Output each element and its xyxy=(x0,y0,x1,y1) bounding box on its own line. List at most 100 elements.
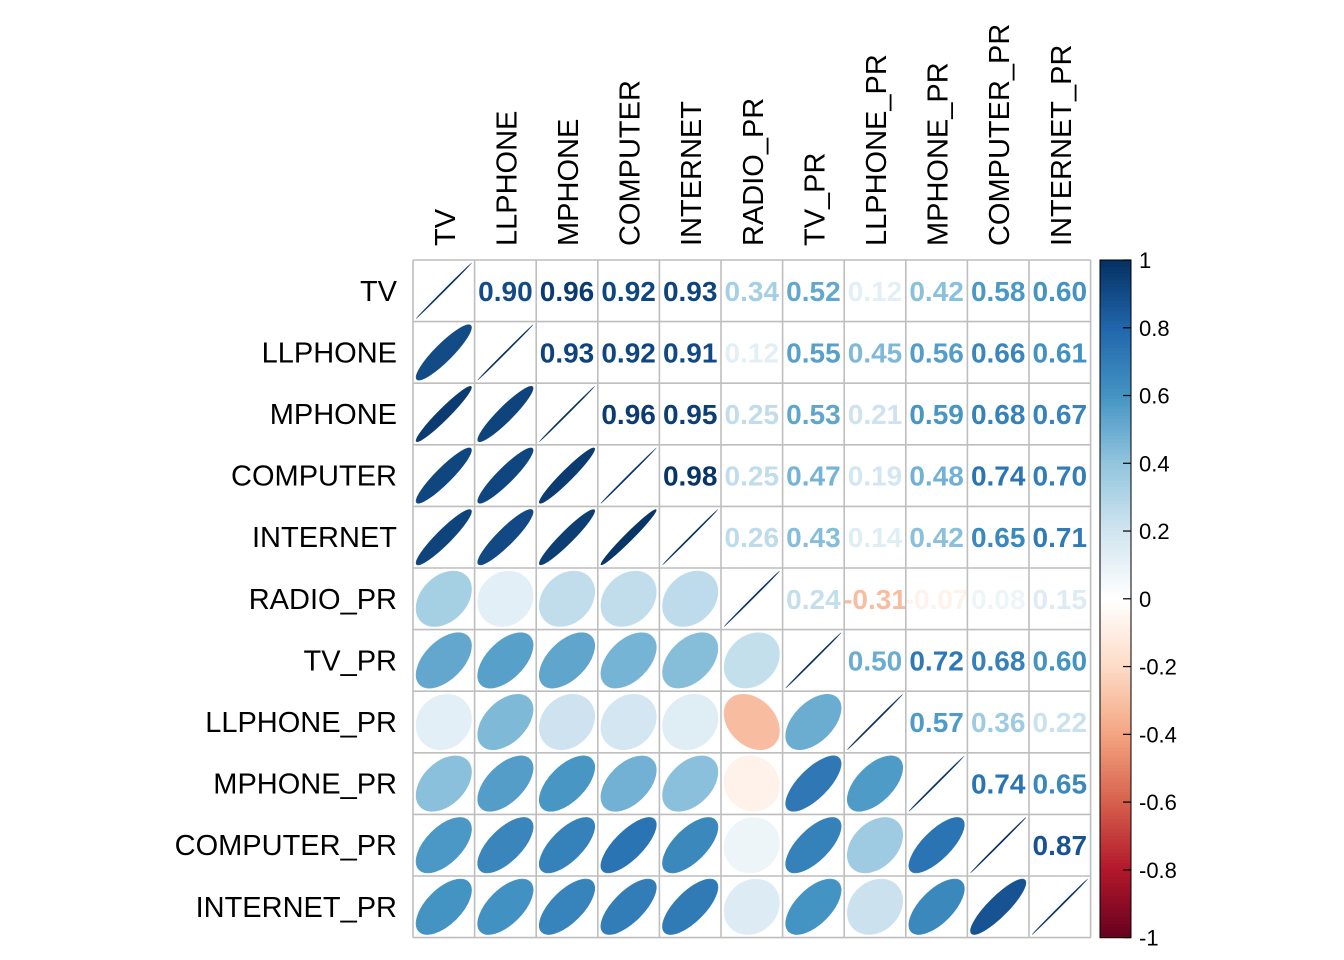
ellipse-mark xyxy=(415,570,472,627)
color-legend-swatch xyxy=(1100,493,1131,498)
correlation-value-label: 0.68 xyxy=(971,645,1026,676)
color-legend-swatch xyxy=(1100,534,1131,539)
correlation-value-label: 0.47 xyxy=(786,461,841,492)
color-legend-swatch xyxy=(1100,351,1131,356)
color-legend-swatch xyxy=(1100,263,1131,268)
column-label: LLPHONE xyxy=(491,111,523,246)
ellipse-mark xyxy=(600,509,657,566)
color-legend-swatch xyxy=(1100,581,1131,586)
ellipse-mark xyxy=(477,509,534,566)
color-legend-swatch xyxy=(1100,764,1131,769)
color-legend-swatch xyxy=(1100,649,1131,654)
color-legend-swatch xyxy=(1100,744,1131,749)
color-legend-swatch xyxy=(1100,449,1131,454)
color-legend-swatch xyxy=(1100,432,1131,437)
ellipse-mark xyxy=(600,570,657,627)
column-label: MPHONE xyxy=(553,119,585,246)
color-legend-swatch xyxy=(1100,314,1131,319)
correlation-value-label: 0.56 xyxy=(909,337,964,368)
color-legend-swatch xyxy=(1100,490,1131,495)
ellipse-mark xyxy=(415,878,472,935)
color-legend-swatch xyxy=(1100,426,1131,430)
color-legend-swatch xyxy=(1100,388,1131,393)
color-legend-swatch xyxy=(1100,371,1131,376)
color-legend-swatch xyxy=(1100,910,1131,915)
ellipse-mark xyxy=(662,509,719,566)
color-legend-swatch xyxy=(1100,924,1131,929)
correlation-value-label: 0.57 xyxy=(909,707,964,738)
color-legend-tick-label: -0.8 xyxy=(1139,858,1177,883)
row-label: INTERNET_PR xyxy=(196,892,397,924)
color-legend: 1 0.8 0.6 0.4 0.2 0 -0.2 -0.4 -0.6 -0.8 -1 xyxy=(1099,248,1177,951)
color-legend-swatch xyxy=(1100,473,1131,478)
color-legend-swatch xyxy=(1100,859,1131,864)
color-legend-swatch xyxy=(1100,866,1131,871)
color-legend-swatch xyxy=(1100,415,1131,420)
color-legend-tick-label: -1 xyxy=(1139,926,1159,951)
correlation-value-label: 0.42 xyxy=(909,276,964,307)
matrix-cells: 0.90 0.96 0.92 0.93 0.34 0.52 0.12 0.42 0.58 0.60… xyxy=(415,262,1088,935)
color-legend-swatch xyxy=(1100,497,1131,502)
ellipse-mark xyxy=(908,878,965,935)
color-legend-swatch xyxy=(1100,707,1131,712)
color-legend-swatch xyxy=(1100,290,1131,295)
color-legend-swatch xyxy=(1100,869,1131,874)
color-legend-swatch xyxy=(1100,781,1131,786)
color-legend-swatch xyxy=(1100,758,1131,763)
color-legend-swatch xyxy=(1100,825,1131,830)
color-legend-swatch xyxy=(1100,737,1131,742)
color-legend-swatch xyxy=(1100,890,1131,895)
color-legend-swatch xyxy=(1100,317,1131,322)
color-legend-swatch xyxy=(1100,724,1131,729)
correlation-value-label: 0.72 xyxy=(909,645,964,676)
correlation-value-label: 0.60 xyxy=(1033,276,1088,307)
color-legend-swatch xyxy=(1100,260,1131,264)
color-legend-swatch xyxy=(1100,774,1131,779)
color-legend-swatch xyxy=(1100,754,1131,759)
correlation-value-label: 0.67 xyxy=(1033,399,1088,430)
ellipse-mark xyxy=(600,694,657,750)
correlation-value-label: 0.61 xyxy=(1033,337,1088,368)
ellipse-mark xyxy=(723,817,780,874)
color-legend-swatch xyxy=(1100,547,1131,552)
correlation-value-label: 0.55 xyxy=(786,337,841,368)
color-legend-swatch xyxy=(1100,405,1131,410)
ellipse-mark xyxy=(539,386,595,442)
ellipse-mark xyxy=(539,570,595,627)
ellipse-mark xyxy=(600,447,657,504)
correlation-value-label: 0.70 xyxy=(1033,461,1088,492)
color-legend-swatch xyxy=(1100,876,1131,881)
color-legend-swatch xyxy=(1100,676,1131,681)
color-legend-swatch xyxy=(1100,873,1131,878)
color-legend-swatch xyxy=(1100,365,1131,370)
color-legend-swatch xyxy=(1100,324,1131,329)
color-legend-swatch xyxy=(1100,500,1131,505)
color-legend-swatch xyxy=(1100,822,1131,827)
row-label: TV_PR xyxy=(304,645,397,677)
color-legend-swatch xyxy=(1100,680,1131,685)
color-legend-swatch xyxy=(1100,842,1131,847)
ellipse-mark xyxy=(723,755,780,812)
color-legend-swatch xyxy=(1100,598,1131,603)
ellipse-mark xyxy=(600,878,657,935)
correlation-value-label: 0.24 xyxy=(786,584,841,615)
color-legend-swatch xyxy=(1100,608,1131,613)
color-legend-swatch xyxy=(1100,554,1131,559)
row-label: TV xyxy=(360,276,398,308)
color-legend-swatch xyxy=(1100,802,1131,807)
matrix-grid xyxy=(412,259,1092,939)
color-legend-swatch xyxy=(1100,368,1131,373)
color-legend-swatch xyxy=(1100,531,1131,536)
correlation-value-label: 0.45 xyxy=(848,337,903,368)
ellipse-mark xyxy=(415,632,472,689)
correlation-value-label: 0.65 xyxy=(971,522,1026,553)
color-legend-swatch xyxy=(1100,636,1131,641)
color-legend-swatch xyxy=(1100,642,1131,647)
color-legend-swatch xyxy=(1100,625,1131,630)
color-legend-swatch xyxy=(1100,470,1131,475)
color-legend-swatch xyxy=(1100,564,1131,569)
color-legend-swatch xyxy=(1100,293,1131,298)
row-label: LLPHONE xyxy=(262,337,397,369)
correlation-value-label: 0.43 xyxy=(786,522,841,553)
color-legend-tick-label: -0.4 xyxy=(1139,722,1177,747)
